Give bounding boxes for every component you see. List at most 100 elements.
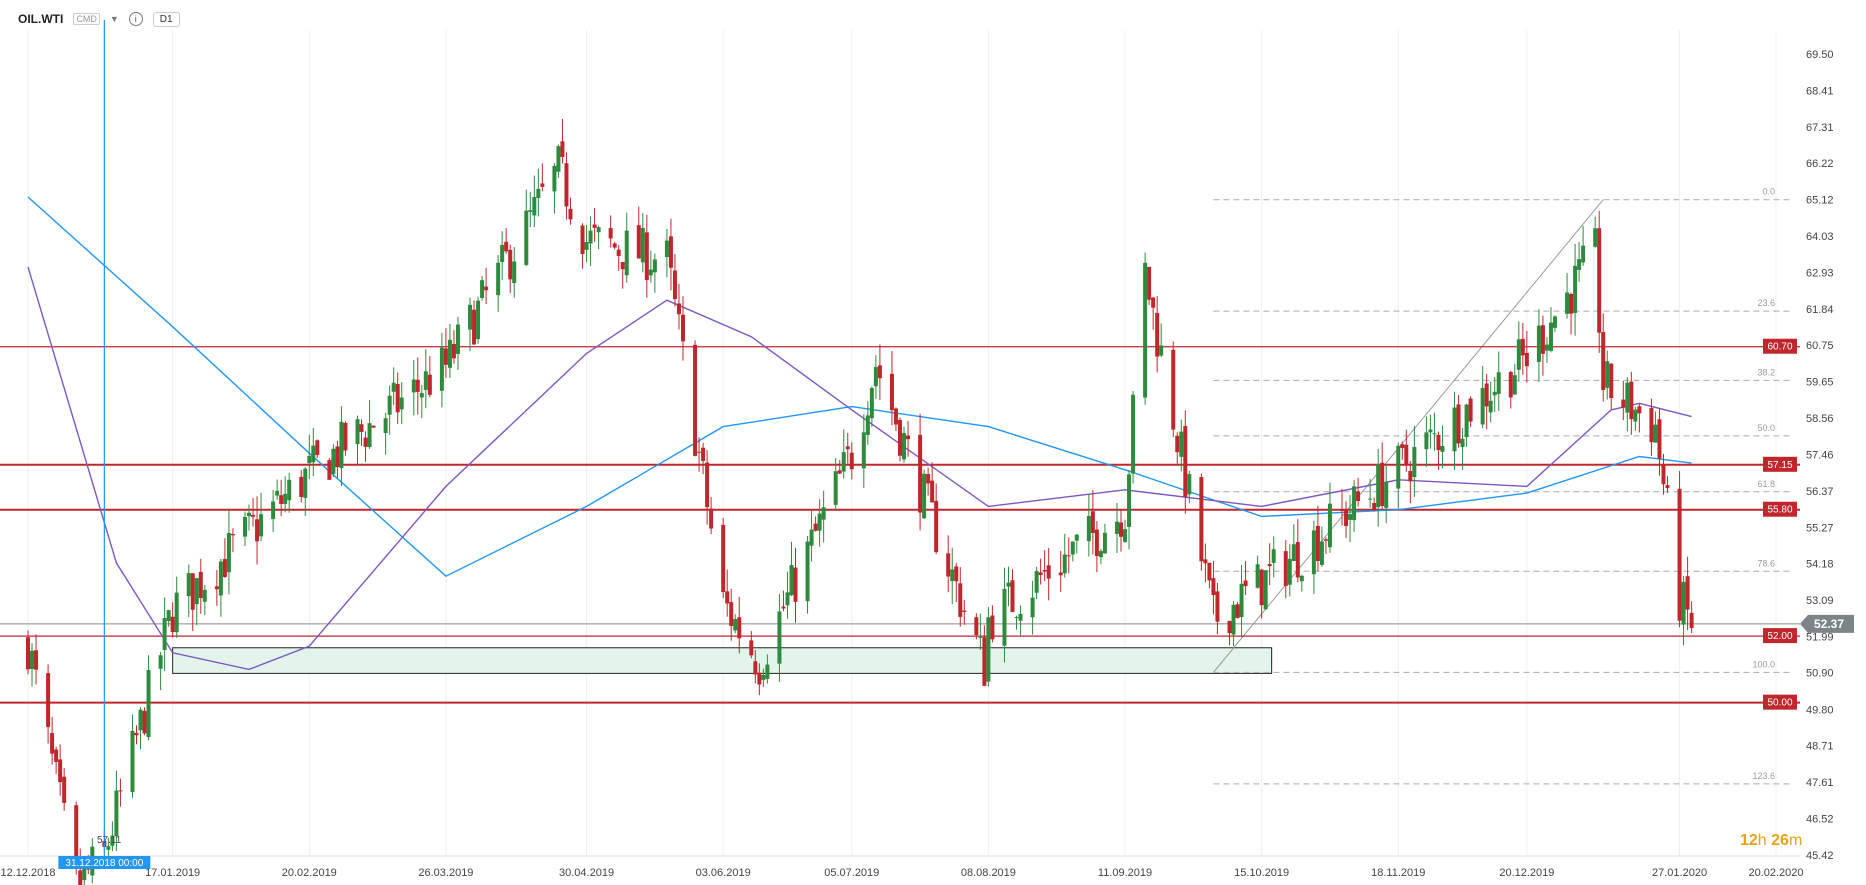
- source-badge: CMD: [73, 13, 100, 25]
- candle-body: [1661, 464, 1666, 485]
- candle-body: [1657, 419, 1662, 459]
- candle-body: [564, 163, 569, 207]
- candle-body: [1155, 312, 1160, 357]
- candle-body: [524, 210, 529, 265]
- candle-body: [560, 141, 565, 157]
- y-tick-label: 61.84: [1806, 304, 1834, 316]
- candle-body: [226, 532, 231, 573]
- candle-body: [1211, 578, 1216, 596]
- chevron-down-icon[interactable]: ▼: [109, 14, 119, 24]
- candle-body: [821, 507, 826, 520]
- candle-body: [443, 348, 448, 365]
- fib-label: 123.6: [1752, 771, 1775, 781]
- level-tag: [1763, 456, 1797, 472]
- candle-body: [1552, 316, 1557, 328]
- candle-body: [114, 790, 119, 837]
- countdown-minutes: 26: [1771, 832, 1789, 849]
- sma-blue-line: [27, 196, 1692, 578]
- candle-body: [1681, 581, 1686, 625]
- candle-body: [1291, 544, 1296, 561]
- candle-body: [1006, 582, 1011, 587]
- candle-body: [299, 476, 304, 497]
- candle-body: [1605, 361, 1610, 388]
- y-tick-label: 62.93: [1806, 268, 1834, 280]
- candle-body: [1512, 375, 1517, 395]
- fib-label: 38.2: [1757, 367, 1775, 377]
- candle-body: [845, 446, 850, 450]
- level-tag-label: 55.80: [1767, 505, 1792, 516]
- y-tick-label: 69.50: [1806, 49, 1834, 61]
- candle-body: [1516, 339, 1521, 370]
- candle-body: [978, 636, 983, 638]
- countdown-hours-unit: h: [1757, 832, 1767, 849]
- candle-body: [930, 480, 935, 503]
- candle-body: [1030, 597, 1035, 618]
- candle-body: [861, 432, 866, 469]
- info-icon[interactable]: i: [128, 12, 143, 26]
- candle-body: [1171, 349, 1176, 430]
- candle-body: [110, 835, 115, 846]
- candle-body: [926, 474, 931, 484]
- candle-body: [725, 591, 730, 604]
- y-tick-label: 58.56: [1806, 413, 1834, 425]
- candle-body: [1002, 588, 1007, 646]
- sma-purple-line: [27, 266, 1692, 671]
- candle-body: [1609, 363, 1614, 399]
- candle-body: [287, 479, 292, 501]
- candle-body: [1456, 404, 1461, 444]
- candle-body: [1653, 424, 1658, 443]
- candle-body: [1323, 539, 1328, 541]
- fib-trend-line: [1213, 199, 1604, 673]
- candle-body: [279, 495, 284, 505]
- candle-body: [652, 259, 657, 273]
- candle-body: [242, 516, 247, 537]
- y-tick-label: 54.18: [1806, 559, 1834, 571]
- candle-body: [307, 455, 312, 464]
- fib-label: 50.0: [1757, 423, 1775, 433]
- candle-body: [1565, 292, 1570, 314]
- candle-body: [26, 637, 30, 670]
- level-tag: [1763, 628, 1797, 644]
- y-tick-label: 49.80: [1806, 704, 1834, 716]
- candle-body: [194, 578, 199, 605]
- candle-body: [897, 419, 902, 456]
- candle-body: [1267, 563, 1272, 567]
- x-tick-label: 20.02.2020: [1748, 867, 1803, 879]
- candle-body: [251, 514, 256, 517]
- candle-body: [34, 650, 39, 670]
- candle-body: [1114, 521, 1119, 534]
- fib-label: 23.6: [1757, 298, 1775, 308]
- candle-body: [468, 304, 473, 330]
- candle-body: [1058, 572, 1063, 576]
- candle-body: [275, 490, 280, 496]
- x-tick-label: 17.01.2019: [145, 867, 200, 879]
- countdown-hours: 12: [1740, 832, 1758, 849]
- candle-body: [1094, 529, 1099, 556]
- candle-body: [1215, 591, 1220, 622]
- candle-body: [1597, 228, 1602, 333]
- candle-body: [1263, 570, 1268, 610]
- candle-body: [455, 324, 460, 355]
- candle-body: [877, 365, 882, 379]
- candle-body: [1231, 604, 1236, 635]
- candle-body: [1175, 435, 1180, 453]
- candle-body: [1074, 534, 1079, 541]
- candle-body: [271, 501, 276, 520]
- candle-body: [906, 435, 911, 440]
- candle-body: [785, 592, 790, 606]
- candle-body: [134, 732, 139, 736]
- crosshair-date-label: 31.12.2018 00:00: [65, 858, 143, 869]
- crosshair-series-value: 57.11: [97, 835, 122, 846]
- candle-body: [849, 452, 854, 470]
- candle-body: [809, 529, 814, 546]
- candle-body: [1123, 529, 1128, 542]
- candle-body: [1207, 562, 1212, 581]
- timeframe-selector[interactable]: D1: [152, 11, 180, 27]
- candle-body: [668, 236, 673, 268]
- symbol-label[interactable]: OIL.WTI: [18, 12, 64, 26]
- candle-body: [922, 473, 927, 519]
- candle-body: [1299, 575, 1304, 582]
- candle-body: [472, 309, 477, 345]
- candle-body: [1143, 262, 1148, 398]
